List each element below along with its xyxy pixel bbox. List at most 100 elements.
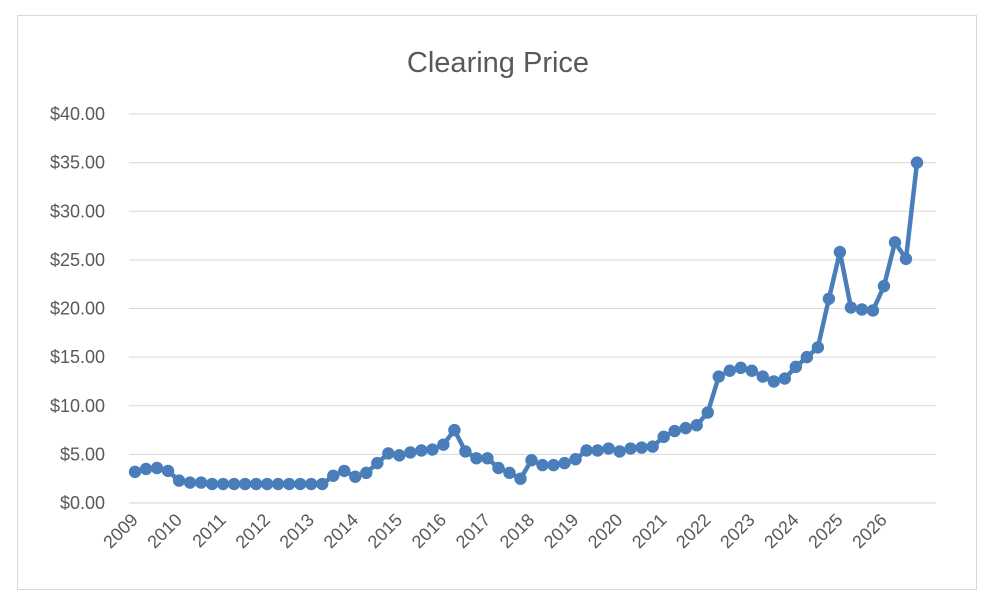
x-tick-label: 2017 bbox=[452, 510, 494, 552]
data-point bbox=[723, 364, 736, 377]
x-tick-label: 2009 bbox=[99, 510, 141, 552]
y-tick-label: $40.00 bbox=[50, 104, 105, 124]
data-point bbox=[657, 430, 670, 444]
data-point bbox=[139, 462, 153, 476]
data-point bbox=[701, 406, 714, 419]
data-point bbox=[316, 477, 329, 491]
data-point bbox=[150, 461, 164, 475]
data-point bbox=[294, 477, 307, 491]
data-point bbox=[448, 423, 461, 437]
data-point bbox=[888, 236, 902, 249]
data-point bbox=[393, 449, 406, 462]
data-point bbox=[514, 472, 527, 485]
x-tick-label: 2025 bbox=[804, 510, 846, 552]
data-point bbox=[305, 477, 318, 491]
y-tick-label: $5.00 bbox=[60, 444, 105, 464]
data-point bbox=[282, 477, 296, 491]
data-point bbox=[877, 279, 891, 293]
x-tick-label: 2016 bbox=[408, 510, 450, 552]
x-tick-label: 2014 bbox=[320, 510, 362, 552]
data-point bbox=[679, 421, 692, 435]
x-tick-label: 2024 bbox=[760, 510, 802, 552]
data-point bbox=[360, 466, 373, 480]
data-point bbox=[712, 370, 725, 383]
series-clearing-price bbox=[128, 156, 924, 491]
x-tick-label: 2022 bbox=[672, 510, 714, 552]
data-point bbox=[690, 419, 703, 432]
data-point bbox=[833, 245, 847, 259]
data-point bbox=[558, 456, 571, 470]
x-tick-label: 2011 bbox=[188, 510, 230, 552]
data-point bbox=[415, 444, 428, 457]
data-point bbox=[844, 301, 858, 314]
data-point bbox=[481, 452, 494, 465]
data-point bbox=[503, 466, 516, 480]
line-chart: Clearing Price $0.00 $5.00 $10.00 $15.00 $20… bbox=[50, 47, 936, 552]
data-point bbox=[338, 464, 351, 478]
data-point bbox=[128, 465, 142, 479]
y-tick-label: $15.00 bbox=[50, 347, 105, 367]
data-point bbox=[580, 444, 593, 457]
data-point bbox=[855, 303, 869, 316]
y-tick-label: $10.00 bbox=[50, 396, 105, 416]
y-tick-label: $35.00 bbox=[50, 153, 105, 173]
data-point bbox=[227, 477, 241, 491]
data-point bbox=[745, 364, 758, 377]
data-point bbox=[470, 452, 483, 465]
data-point bbox=[569, 453, 582, 466]
data-point bbox=[525, 454, 538, 467]
data-point bbox=[249, 477, 263, 491]
data-point bbox=[635, 441, 648, 454]
data-point bbox=[866, 304, 880, 317]
x-tick-label: 2026 bbox=[848, 510, 890, 552]
data-point bbox=[536, 458, 549, 472]
data-point bbox=[492, 461, 505, 475]
data-point bbox=[800, 350, 814, 364]
data-point bbox=[756, 370, 770, 383]
y-axis-tick-labels: $0.00 $5.00 $10.00 $15.00 $20.00 $25.00 $30.00… bbox=[50, 104, 105, 513]
data-point bbox=[822, 292, 836, 305]
x-tick-label: 2010 bbox=[143, 510, 185, 552]
data-point bbox=[602, 442, 615, 455]
data-point bbox=[205, 477, 219, 491]
data-point bbox=[216, 477, 230, 491]
data-point bbox=[404, 446, 417, 459]
x-axis-tick-labels: 2009 2010 2011 2012 2013 2014 2015 2016 2017 2018… bbox=[99, 510, 890, 552]
data-point bbox=[194, 476, 208, 489]
x-tick-label: 2020 bbox=[584, 510, 626, 552]
y-tick-label: $25.00 bbox=[50, 250, 105, 270]
data-point bbox=[591, 444, 604, 457]
data-point bbox=[646, 440, 659, 453]
data-point bbox=[789, 360, 803, 374]
y-tick-label: $30.00 bbox=[50, 201, 105, 221]
data-point bbox=[382, 447, 395, 460]
data-point bbox=[811, 341, 825, 354]
x-tick-label: 2019 bbox=[540, 510, 582, 552]
data-point bbox=[778, 372, 792, 385]
x-tick-label: 2013 bbox=[276, 510, 318, 552]
data-point bbox=[183, 476, 197, 489]
x-tick-label: 2023 bbox=[716, 510, 758, 552]
data-point bbox=[437, 438, 450, 451]
chart-title: Clearing Price bbox=[407, 47, 589, 79]
y-tick-label: $0.00 bbox=[60, 493, 105, 513]
data-point bbox=[547, 458, 560, 472]
x-tick-label: 2015 bbox=[364, 510, 406, 552]
x-tick-label: 2018 bbox=[496, 510, 538, 552]
data-point bbox=[668, 424, 681, 438]
data-point bbox=[238, 477, 252, 491]
x-tick-label: 2012 bbox=[232, 510, 274, 552]
data-point bbox=[327, 469, 340, 482]
data-point bbox=[624, 442, 637, 455]
data-point bbox=[161, 464, 175, 478]
data-point bbox=[899, 252, 913, 266]
data-point bbox=[613, 445, 626, 458]
data-point bbox=[767, 375, 781, 388]
y-tick-label: $20.00 bbox=[50, 299, 105, 319]
data-point bbox=[349, 470, 362, 483]
data-point bbox=[371, 456, 384, 470]
x-tick-label: 2021 bbox=[628, 510, 670, 552]
data-point bbox=[260, 477, 274, 491]
data-point bbox=[172, 474, 186, 487]
data-point bbox=[426, 443, 439, 456]
